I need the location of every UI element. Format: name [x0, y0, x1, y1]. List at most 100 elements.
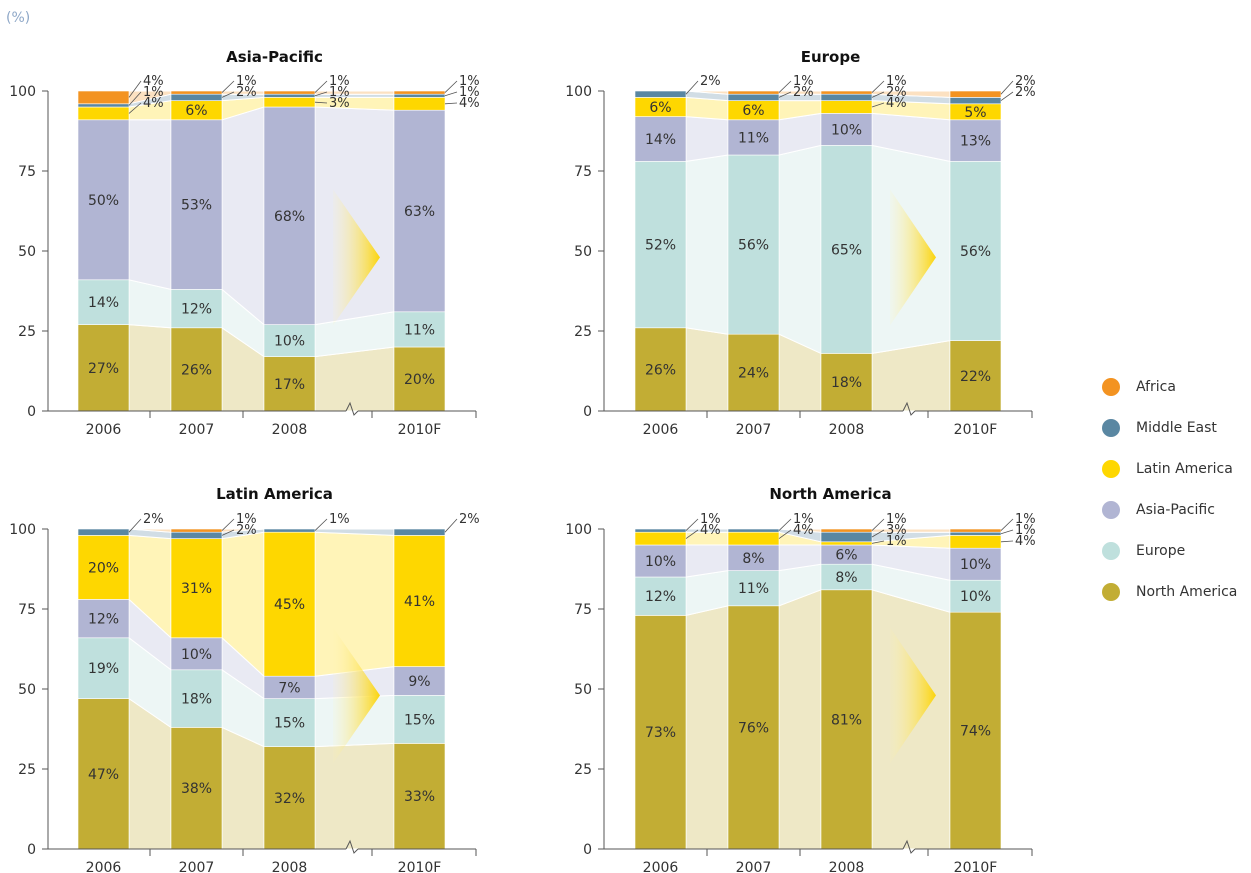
bar-segment-africa	[949, 90, 1002, 98]
forecast-arrow	[333, 189, 380, 326]
bar-segment-north-america	[820, 353, 873, 412]
leader-line	[1000, 80, 1014, 95]
x-tick-label: 2010F	[398, 422, 442, 438]
x-tick-label: 2008	[829, 860, 865, 873]
y-tick-label: 0	[27, 404, 36, 420]
leader-line	[128, 80, 142, 98]
chart-north-america: North America73%12%10%1%4%76%11%8%1%4%81…	[565, 485, 1035, 873]
forecast-arrow	[890, 189, 936, 326]
bar-segment-asia-pacific	[727, 119, 780, 156]
bar-segment-europe	[727, 570, 780, 607]
axis-break	[345, 401, 359, 416]
axis-break	[345, 839, 359, 854]
legend-swatch	[1102, 377, 1120, 396]
bar-segment-latin-america	[77, 535, 130, 600]
bar-segment-asia-pacific	[393, 666, 446, 696]
leader-line	[871, 529, 885, 538]
legend-item-middle-east: Middle East	[1102, 407, 1237, 448]
value-label: 1%	[143, 85, 164, 100]
chart-title: Europe	[801, 48, 861, 66]
leader-line	[221, 529, 235, 536]
bar-segment-north-america	[170, 727, 223, 850]
leader-line	[444, 102, 458, 105]
leader-line	[778, 529, 792, 539]
legend-swatch	[1102, 418, 1120, 437]
value-label: 4%	[459, 96, 480, 111]
x-tick-label: 2006	[86, 860, 122, 873]
chart-title: Asia-Pacific	[226, 48, 323, 66]
leader-line	[314, 101, 328, 104]
leader-line	[1000, 540, 1014, 543]
bar-segment-africa	[393, 90, 446, 95]
x-tick-label: 2006	[643, 860, 679, 873]
bar-segment-north-america	[393, 743, 446, 850]
legend-item-asia-pacific: Asia-Pacific	[1102, 489, 1237, 530]
bar-segment-latin-america	[393, 535, 446, 667]
bar-segment-middle-east	[820, 531, 873, 543]
bar-segment-middle-east	[77, 528, 130, 536]
value-label: 3%	[886, 523, 907, 538]
flow-band-latin-america	[314, 531, 395, 677]
bar-segment-europe	[949, 161, 1002, 341]
bar-segment-africa	[263, 90, 316, 95]
value-label: 2%	[1015, 74, 1036, 89]
value-label: 32%	[274, 791, 305, 807]
value-label: 14%	[88, 295, 119, 311]
bar-segment-europe	[820, 145, 873, 354]
value-label: 24%	[738, 366, 769, 382]
value-label: 15%	[274, 716, 305, 732]
value-label: 4%	[143, 96, 164, 111]
bar-segment-africa	[170, 528, 223, 533]
flow-band-europe	[778, 144, 822, 355]
bar-segment-middle-east	[170, 531, 223, 539]
value-label: 47%	[88, 767, 119, 783]
bar-segment-north-america	[393, 346, 446, 412]
legend-swatch	[1102, 541, 1120, 560]
unit-label: (%)	[6, 10, 31, 26]
bar-segment-africa	[727, 90, 780, 95]
bar-segment-africa	[77, 90, 130, 105]
value-label: 5%	[964, 105, 986, 121]
leader-line	[1000, 91, 1014, 101]
y-tick-label: 0	[27, 842, 36, 858]
value-label: 6%	[742, 103, 764, 119]
value-label: 1%	[459, 74, 480, 89]
legend-swatch	[1102, 582, 1120, 601]
leader-line	[871, 518, 885, 531]
x-tick-label: 2008	[272, 860, 308, 873]
bar-segment-asia-pacific	[393, 109, 446, 313]
bar-segment-north-america	[634, 615, 687, 850]
x-tick-label: 2008	[829, 422, 865, 438]
value-label: 33%	[404, 789, 435, 805]
value-label: 19%	[88, 661, 119, 677]
value-label: 12%	[88, 612, 119, 628]
y-tick-label: 50	[574, 682, 592, 698]
value-label: 13%	[960, 134, 991, 150]
bar-segment-middle-east	[393, 93, 446, 98]
legend-item-north-america: North America	[1102, 571, 1237, 612]
value-label: 41%	[404, 594, 435, 610]
bar-segment-europe	[393, 311, 446, 348]
value-label: 52%	[645, 238, 676, 254]
forecast-arrow	[333, 627, 380, 764]
bar-segment-north-america	[727, 605, 780, 850]
x-tick-label: 2007	[736, 422, 772, 438]
y-tick-label: 100	[565, 522, 592, 538]
value-label: 10%	[960, 557, 991, 573]
bar-segment-asia-pacific	[820, 113, 873, 146]
value-label: 1%	[236, 74, 257, 89]
value-label: 1%	[329, 85, 350, 100]
value-label: 1%	[236, 512, 257, 527]
value-label: 1%	[1015, 523, 1036, 538]
leader-line	[1000, 518, 1014, 531]
value-label: 18%	[181, 692, 212, 708]
bar-segment-asia-pacific	[77, 599, 130, 639]
bar-segment-europe	[263, 324, 316, 357]
leader-line	[128, 102, 142, 114]
value-label: 12%	[645, 589, 676, 605]
value-label: 20%	[88, 560, 119, 576]
bar-segment-north-america	[949, 611, 1002, 850]
value-label: 74%	[960, 724, 991, 740]
leader-line	[444, 518, 458, 533]
